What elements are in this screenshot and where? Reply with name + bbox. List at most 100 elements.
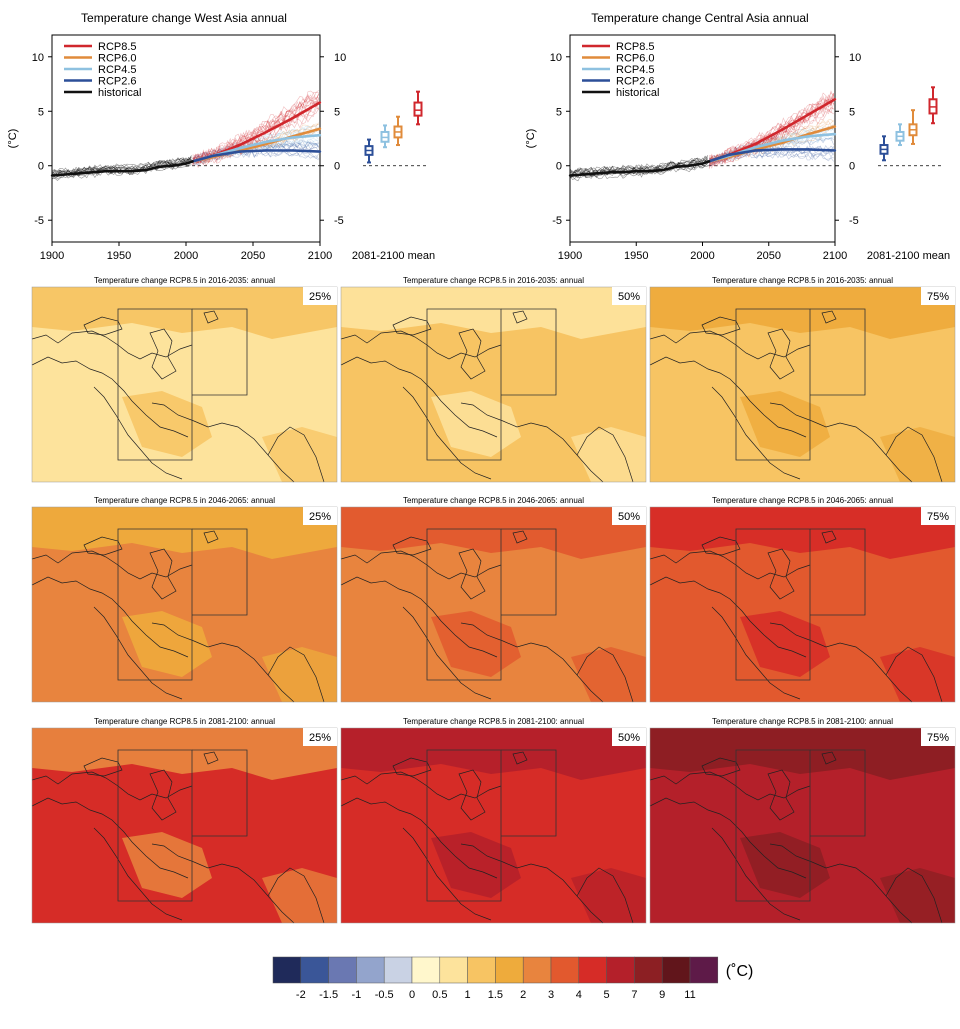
y-axis-label: (°C) — [525, 129, 537, 149]
caspian-sea-outline — [458, 548, 486, 600]
contour-patch — [740, 611, 830, 677]
time-series-charts: Temperature change West Asia annual -5 -5 0… — [7, 11, 950, 262]
contour-patch — [122, 391, 212, 457]
map-panels: Temperature change RCP8.5 in 2016-2035: … — [31, 276, 956, 924]
central-asia-region-box — [192, 749, 248, 837]
map-panel-6: Temperature change RCP8.5 in 2046-2065: … — [649, 496, 956, 703]
chart-title: Temperature change Central Asia annual — [591, 11, 808, 25]
ensemble-member-line — [51, 157, 192, 176]
series-point — [318, 134, 322, 137]
legend-entry: historical — [98, 87, 141, 99]
map-title: Temperature change RCP8.5 in 2046-2065: … — [403, 496, 584, 505]
map-panel-1: Temperature change RCP8.5 in 2016-2035: … — [31, 276, 338, 483]
ensemble-member-line — [51, 155, 192, 176]
map-panel-2: Temperature change RCP8.5 in 2016-2035: … — [340, 276, 647, 483]
series-point — [754, 142, 757, 146]
coastline — [885, 646, 943, 703]
colorbar-cell — [383, 956, 413, 984]
series-point — [780, 128, 784, 131]
x-tick-label: 2100 — [823, 250, 847, 262]
aral-sea-outline — [821, 530, 837, 544]
percentile-label-bg — [303, 507, 337, 525]
colorbar-tick-label: 9 — [659, 989, 665, 1001]
series-point — [211, 154, 214, 158]
west-asia-region-box — [117, 749, 193, 902]
series-point — [265, 149, 268, 152]
map-frame — [31, 286, 338, 483]
coastline — [31, 576, 189, 658]
ensemble-member-line — [51, 156, 192, 173]
colorbar-cell — [578, 956, 607, 984]
map-frame — [31, 727, 338, 924]
percentile-label: 25% — [309, 511, 331, 523]
series-line-historical — [569, 160, 710, 177]
y-tick-label: 10 — [550, 52, 562, 64]
black-sea-outline — [392, 757, 432, 777]
map-frame — [340, 286, 647, 483]
ensemble-member-line — [569, 162, 708, 179]
aral-sea-outline — [512, 310, 528, 324]
ensemble-member-line — [708, 102, 834, 169]
legend-entry: RCP8.5 — [98, 41, 137, 53]
series-point — [833, 132, 837, 136]
colorbar-cell — [606, 956, 635, 984]
contour-patch — [341, 507, 646, 559]
colorbar-tick-label: 3 — [548, 989, 554, 1001]
series-line-rcp26 — [708, 148, 836, 163]
series-point — [265, 140, 268, 143]
colorbar-tick-label: 0 — [409, 989, 415, 1001]
caspian-sea-outline — [149, 328, 177, 380]
ensemble-member-line — [51, 156, 192, 177]
coastline — [576, 867, 634, 924]
west-asia-region-box — [426, 528, 502, 681]
legend-entry: historical — [616, 87, 659, 99]
colorbar-tick-label: 1 — [465, 989, 471, 1001]
ensemble-member-line — [192, 150, 319, 164]
y-tick-label: 5 — [38, 106, 44, 118]
coastline — [711, 606, 801, 700]
contour-patch — [431, 832, 521, 898]
y-axis-label: (°C) — [7, 129, 19, 149]
percentile-label: 50% — [618, 291, 640, 303]
x-tick-label: 1950 — [107, 250, 131, 262]
series-point — [265, 142, 268, 146]
map-panel-7: Temperature change RCP8.5 in 2081-2100: … — [31, 717, 338, 924]
contour-patch — [32, 728, 337, 780]
series-point — [292, 149, 295, 152]
contour-patch — [650, 728, 955, 780]
ensemble-member-line — [51, 157, 192, 173]
series-line-historical — [51, 160, 194, 177]
coastline — [402, 606, 492, 700]
map-frame — [340, 727, 647, 924]
coastline — [267, 867, 325, 924]
series-point — [117, 169, 121, 173]
coastline — [93, 827, 183, 921]
legend-entry: RCP4.5 — [616, 64, 655, 76]
contour-patch — [571, 647, 646, 702]
series-line-rcp26 — [192, 149, 321, 163]
coastline — [576, 426, 634, 483]
caspian-sea-outline — [149, 548, 177, 600]
box-label: 2081-2100 mean — [867, 250, 950, 262]
ensemble-member-line — [708, 92, 834, 163]
series-point — [595, 172, 598, 175]
ensemble-member-line — [569, 155, 709, 174]
colorbar-tick-label: 0.5 — [432, 989, 447, 1001]
coastline — [340, 356, 498, 438]
series-point — [608, 171, 611, 174]
colorbar-tick-label: -2 — [296, 989, 306, 1001]
colorbar-cell — [550, 956, 580, 984]
percentile-label-bg — [303, 728, 337, 746]
contour-patch — [740, 832, 830, 898]
series-point — [754, 146, 757, 149]
ensemble-member-line — [192, 90, 319, 164]
legend-entry: RCP2.6 — [616, 76, 655, 88]
series-point — [780, 139, 784, 142]
x-tick-label: 2050 — [757, 250, 781, 262]
map-frame — [31, 506, 338, 703]
series-point — [292, 116, 295, 120]
map-panel-3: Temperature change RCP8.5 in 2016-2035: … — [649, 276, 956, 483]
colorbar-cell — [439, 956, 468, 984]
colorbar-tick-label: 4 — [576, 989, 582, 1001]
